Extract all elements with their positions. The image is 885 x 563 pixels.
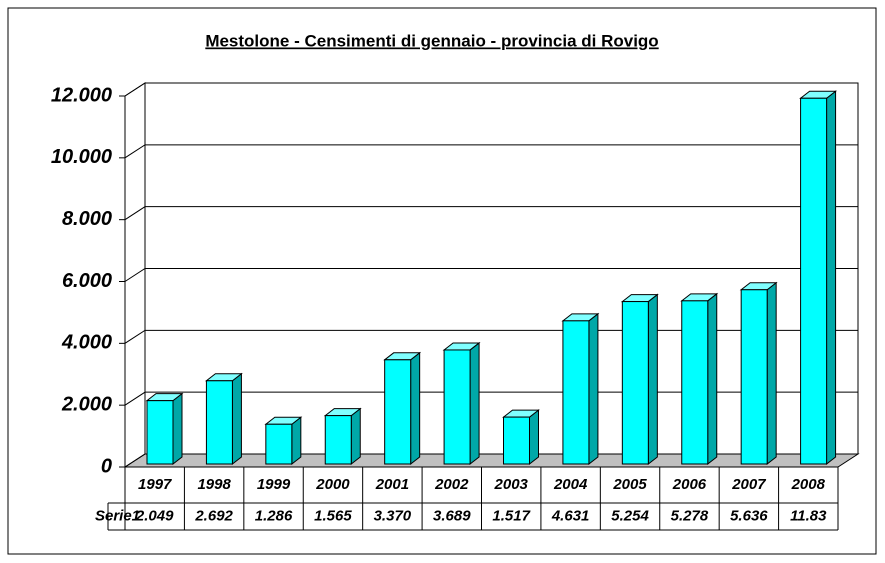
bar (146, 400, 174, 465)
bar (384, 359, 412, 465)
legend-label: Serie1 (95, 507, 140, 524)
grid-line (124, 206, 858, 221)
y-tick-label: 4.000 (61, 332, 112, 354)
bar-side (766, 281, 777, 466)
x-tick-label: 2002 (434, 476, 469, 493)
grid-line (124, 268, 858, 282)
x-tick-label: 2006 (672, 476, 707, 493)
bar-side (469, 341, 480, 466)
data-label: 2.049 (135, 507, 174, 524)
bar-side (231, 372, 242, 466)
data-label: 1.565 (314, 507, 352, 524)
bar (562, 320, 590, 465)
y-tick-label: 10.000 (51, 146, 112, 168)
bar (265, 423, 293, 465)
grid-line (124, 144, 858, 159)
bar (503, 416, 530, 465)
bar (621, 301, 649, 465)
x-tick-label: 1999 (257, 476, 291, 493)
grid-line (124, 329, 858, 344)
x-tick-label: 1998 (197, 476, 231, 493)
bar-side (588, 312, 599, 466)
x-tick-label: 2005 (612, 476, 647, 493)
grid-line (124, 82, 858, 97)
bar (681, 300, 709, 465)
y-tick-label: 0 (101, 455, 112, 477)
x-tick-label: 2000 (315, 476, 350, 493)
bar (205, 380, 233, 465)
y-tick-label: 12.000 (51, 84, 112, 106)
data-label: 5.278 (671, 507, 709, 524)
data-label: 5.254 (611, 507, 649, 524)
x-tick-label: 2001 (375, 476, 409, 493)
bar-side (647, 293, 658, 466)
bar-side (291, 416, 302, 466)
bar-side (350, 407, 361, 466)
bar (324, 415, 352, 465)
x-tick-label: 2003 (494, 476, 529, 493)
grid-line (124, 453, 858, 468)
bar (800, 97, 828, 465)
data-label: 3.370 (374, 507, 412, 524)
bar-side (707, 292, 718, 466)
y-tick-label: 8.000 (62, 208, 112, 230)
y-tick-label: 2.000 (61, 393, 112, 415)
chart-title: Mestolone - Censimenti di gennaio - prov… (205, 31, 658, 50)
data-label: 11.83 (790, 507, 827, 524)
data-label: 3.689 (433, 507, 471, 524)
bar-side (410, 351, 421, 466)
x-tick-label: 2007 (731, 476, 766, 493)
data-label: 4.631 (551, 507, 590, 524)
bar (740, 289, 768, 465)
x-tick-label: 1997 (138, 476, 172, 493)
data-label: 1.517 (492, 507, 530, 524)
bar (443, 349, 471, 465)
bar-side (172, 392, 183, 466)
data-label: 5.636 (730, 507, 768, 524)
bar-side (529, 409, 539, 466)
grid-line (124, 391, 858, 406)
y-tick-label: 6.000 (62, 270, 112, 292)
bar-side (826, 90, 837, 466)
data-label: 1.286 (255, 507, 293, 524)
x-tick-label: 2008 (791, 476, 826, 493)
x-tick-label: 2004 (553, 476, 588, 493)
data-label: 2.692 (194, 507, 233, 524)
